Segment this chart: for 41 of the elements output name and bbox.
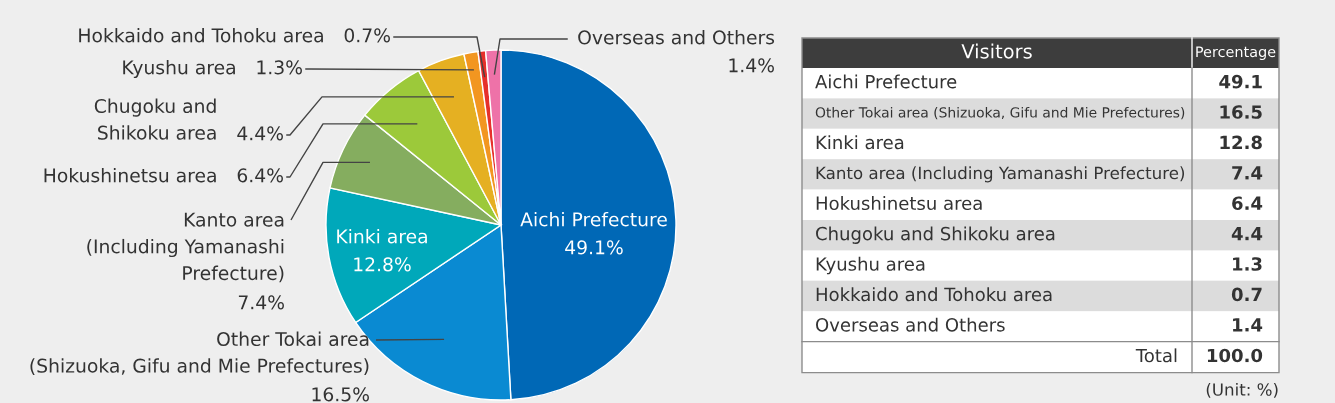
data-label: 49.1%	[565, 240, 623, 255]
text: (Unit: %)	[1206, 382, 1278, 398]
category-label: Hokkaido and Tohoku area	[816, 287, 1052, 302]
data-label: 4.4	[1231, 227, 1263, 241]
slice-label: Kinki area	[337, 228, 427, 244]
category-label: Hokushinetsu area	[816, 196, 982, 211]
data-label: 1.4	[1233, 318, 1263, 332]
slice-label: Hokushinetsu area	[44, 167, 216, 183]
slice-label: Hokkaido and Tohoku area	[79, 27, 323, 43]
text: Visitors	[961, 43, 1032, 59]
data-label: 16.5	[1220, 105, 1262, 119]
data-label: 49.1	[1219, 74, 1262, 89]
data-label: 12.8%	[354, 257, 411, 272]
slice-label: Kyushu area	[123, 59, 235, 79]
slice-label: Overseas and Others	[578, 29, 775, 45]
data-label: 0.7%	[344, 28, 390, 43]
slice-label: Other Tokai area (Shizuoka, Gifu and Mie Prefectures)	[30, 331, 369, 375]
data-label: 7.4%	[238, 295, 284, 310]
data-label: 16.5%	[312, 387, 369, 402]
data-label: 1.4%	[729, 58, 774, 73]
slice-label: Kanto area (Including Yamanashi Prefecture)	[87, 212, 284, 283]
data-label: 7.4	[1232, 166, 1263, 180]
data-label: 1.3%	[257, 60, 302, 75]
text: Total	[1135, 348, 1177, 363]
text: 100.0	[1207, 348, 1263, 363]
data-label: 4.4%	[237, 126, 283, 141]
category-label: Kanto area (Including Yamanashi Prefecture)	[816, 166, 1185, 183]
category-label: Aichi Prefecture	[815, 74, 957, 89]
data-label: 6.4	[1232, 196, 1263, 211]
category-label: Chugoku and Shikoku area	[816, 226, 1055, 244]
data-label: 12.8	[1220, 135, 1262, 150]
data-label: 0.7	[1231, 287, 1262, 302]
category-label: Other Tokai area (Shizuoka, Gifu and Mie Prefectures)	[815, 106, 1185, 120]
slice-label: Chugoku and Shikoku area	[94, 98, 216, 140]
category-label: Kyushu area	[816, 256, 925, 275]
slice-label: Aichi Prefecture	[520, 211, 667, 227]
category-label: Kinki area	[816, 135, 904, 150]
text: Percentage	[1196, 46, 1276, 60]
category-label: Overseas and Others	[816, 317, 1005, 332]
data-label: 6.4%	[237, 168, 283, 183]
data-label: 1.3	[1233, 257, 1262, 271]
